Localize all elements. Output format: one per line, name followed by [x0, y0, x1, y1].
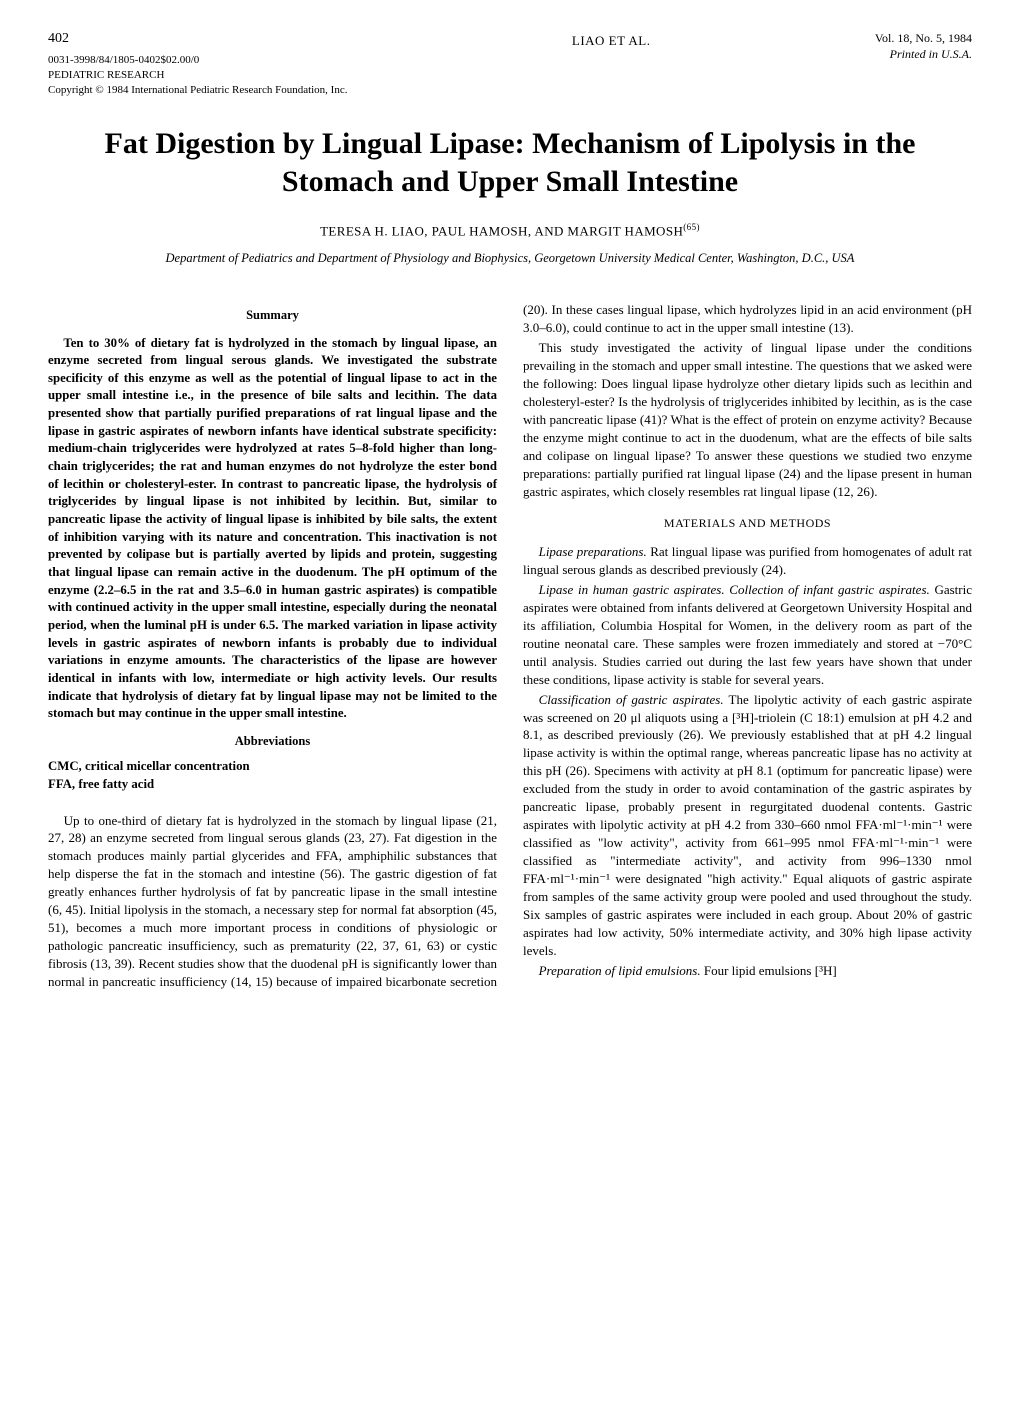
methods-p3-body: The lipolytic activity of each gastric a…: [523, 692, 972, 958]
copyright-line: Copyright © 1984 International Pediatric…: [48, 83, 347, 98]
article-title: Fat Digestion by Lingual Lipase: Mechani…: [88, 125, 932, 200]
intro-paragraph-2: This study investigated the activity of …: [523, 339, 972, 500]
methods-paragraph-3: Classification of gastric aspirates. The…: [523, 691, 972, 960]
methods-p1-lead: Lipase preparations.: [539, 544, 647, 559]
abbrev-cmc: CMC, critical micellar concentration: [48, 758, 497, 776]
affiliation: Department of Pediatrics and Department …: [108, 250, 912, 268]
header-right: Vol. 18, No. 5, 1984 Printed in U.S.A.: [875, 30, 972, 62]
page-header: 402 0031-3998/84/1805-0402$02.00/0 PEDIA…: [48, 30, 972, 97]
methods-p2-lead: Lipase in human gastric aspirates. Colle…: [539, 582, 930, 597]
abbreviations-body: CMC, critical micellar concentration FFA…: [48, 758, 497, 793]
page-number: 402: [48, 30, 347, 49]
volume-issue: Vol. 18, No. 5, 1984: [875, 30, 972, 46]
summary-heading: Summary: [48, 307, 497, 324]
methods-heading: MATERIALS AND METHODS: [523, 515, 972, 532]
methods-p3-lead: Classification of gastric aspirates.: [539, 692, 724, 707]
methods-paragraph-1: Lipase preparations. Rat lingual lipase …: [523, 543, 972, 579]
summary-text: Ten to 30% of dietary fat is hydrolyzed …: [48, 335, 497, 723]
methods-paragraph-4: Preparation of lipid emulsions. Four lip…: [523, 962, 972, 980]
authors-names: TERESA H. LIAO, PAUL HAMOSH, AND MARGIT …: [320, 224, 683, 239]
header-left: 402 0031-3998/84/1805-0402$02.00/0 PEDIA…: [48, 30, 347, 97]
methods-p4-body: Four lipid emulsions [³H]: [701, 963, 837, 978]
methods-p2-body: Gastric aspirates were obtained from inf…: [523, 582, 972, 687]
authors-line: TERESA H. LIAO, PAUL HAMOSH, AND MARGIT …: [48, 222, 972, 239]
methods-p4-lead: Preparation of lipid emulsions.: [539, 963, 701, 978]
authors-sup: (65): [683, 222, 700, 232]
abbreviations-heading: Abbreviations: [48, 733, 497, 750]
abbrev-ffa: FFA, free fatty acid: [48, 776, 497, 794]
methods-paragraph-2: Lipase in human gastric aspirates. Colle…: [523, 581, 972, 689]
running-head: LIAO ET AL.: [347, 32, 874, 50]
header-id-line: 0031-3998/84/1805-0402$02.00/0: [48, 53, 347, 68]
printed-in: Printed in U.S.A.: [875, 46, 972, 62]
journal-name: PEDIATRIC RESEARCH: [48, 68, 347, 83]
body-columns: Summary Ten to 30% of dietary fat is hyd…: [48, 301, 972, 991]
